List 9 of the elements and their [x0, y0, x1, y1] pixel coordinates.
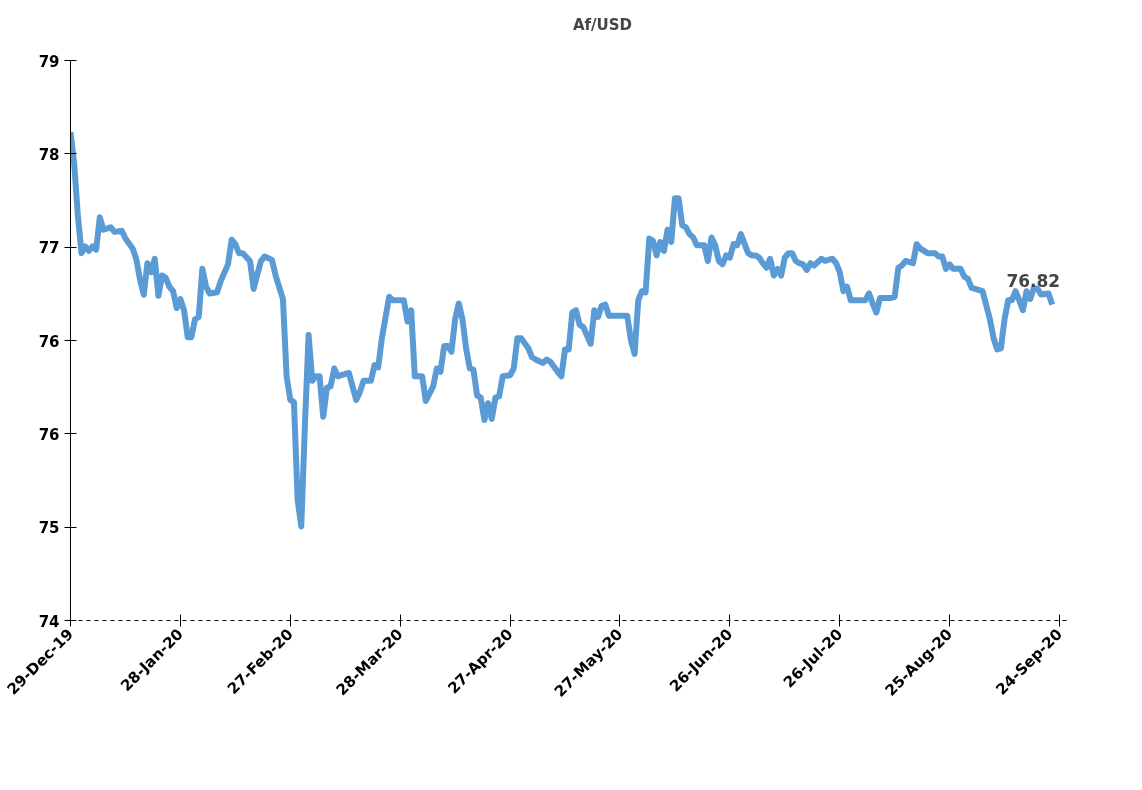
- y-tick-label: 75: [38, 519, 60, 538]
- annotation: 76.82: [1006, 270, 1061, 291]
- y-tick-label: 76: [38, 332, 60, 351]
- text: Af/USD: [572, 16, 633, 34]
- y-tick-label: 78: [38, 145, 60, 164]
- y-tick-label: 76: [38, 425, 60, 444]
- y-tick-label: 77: [38, 239, 60, 258]
- y-tick-label: 74: [38, 612, 60, 631]
- y-tick-label: 79: [38, 52, 60, 71]
